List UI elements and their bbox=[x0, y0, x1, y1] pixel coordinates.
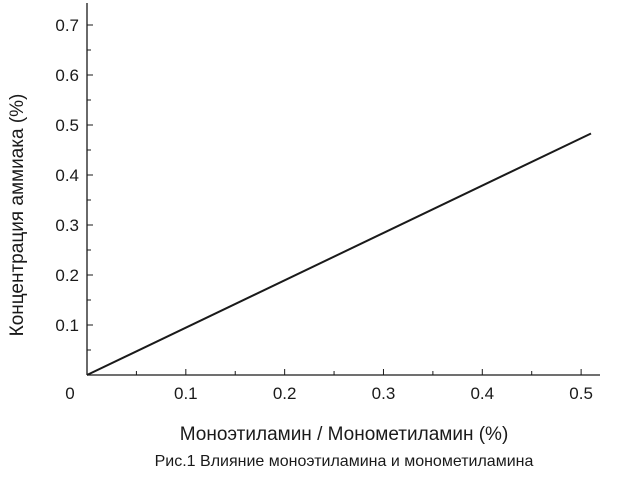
origin-tick-label: 0 bbox=[65, 384, 74, 403]
figure-caption: Рис.1 Влияние моноэтиламина и монометила… bbox=[155, 453, 534, 470]
y-tick-label: 0.1 bbox=[55, 316, 79, 335]
y-tick-label: 0.3 bbox=[55, 216, 79, 235]
x-tick-label: 0.1 bbox=[174, 384, 198, 403]
x-axis-ticks: 0.1 0.2 0.3 0.4 0.5 bbox=[135, 369, 593, 403]
x-axis-title: Моноэтиламин / Монометиламин (%) bbox=[180, 424, 509, 445]
y-axis-ticks: 0.1 0.2 0.3 0.4 0.5 0.6 0.7 bbox=[55, 16, 93, 351]
y-tick-label: 0.7 bbox=[55, 16, 79, 35]
y-axis-title: Концентрация аммиака (%) bbox=[7, 94, 28, 337]
y-tick-label: 0.6 bbox=[55, 66, 79, 85]
y-tick-label: 0.5 bbox=[55, 116, 79, 135]
x-tick-label: 0.3 bbox=[372, 384, 396, 403]
series-group bbox=[86, 132, 592, 376]
x-tick-label: 0.5 bbox=[569, 384, 593, 403]
y-tick-label: 0.4 bbox=[55, 166, 79, 185]
x-tick-label: 0.4 bbox=[470, 384, 494, 403]
axes bbox=[86, 3, 600, 376]
y-tick-label: 0.2 bbox=[55, 266, 79, 285]
series-line bbox=[86, 132, 592, 376]
x-tick-label: 0.2 bbox=[273, 384, 297, 403]
